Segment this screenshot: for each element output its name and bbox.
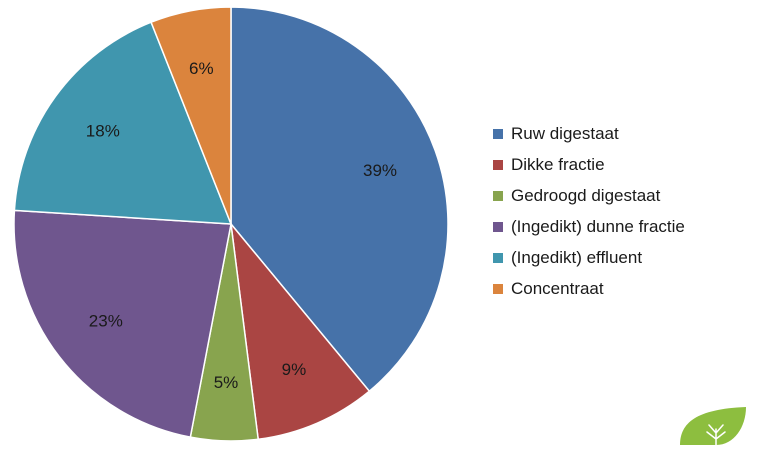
- slices-layer: [13, 6, 449, 442]
- slice-label-5: 6%: [189, 59, 214, 78]
- legend-label-4: (Ingedikt) effluent: [511, 247, 643, 267]
- pie-slice-4: [13, 21, 233, 225]
- pie-slice-1: [229, 221, 371, 441]
- legend: Ruw digestaat Dikke fractie Gedroogd diges…: [493, 118, 685, 304]
- legend-item-0: Ruw digestaat: [493, 118, 685, 149]
- pie-slice-5: [150, 6, 232, 225]
- legend-item-2: Gedroogd digestaat: [493, 180, 685, 211]
- legend-swatch-4: [493, 252, 503, 263]
- slice-label-2: 5%: [214, 373, 239, 392]
- legend-swatch-1: [493, 159, 503, 170]
- leaf-logo-icon: [680, 407, 746, 445]
- legend-label-0: Ruw digestaat: [511, 123, 619, 143]
- slice-label-1: 9%: [282, 360, 307, 379]
- legend-item-4: (Ingedikt) effluent: [493, 242, 685, 273]
- legend-item-3: (Ingedikt) dunne fractie: [493, 211, 685, 242]
- legend-swatch-5: [493, 283, 503, 294]
- pie-slice-0: [230, 6, 449, 393]
- pie-slice-3: [13, 209, 232, 439]
- slice-label-3: 23%: [89, 312, 123, 331]
- slice-label-0: 39%: [363, 161, 397, 180]
- legend-label-5: Concentraat: [511, 278, 604, 298]
- legend-label-1: Dikke fractie: [511, 154, 605, 174]
- legend-item-1: Dikke fractie: [493, 149, 685, 180]
- labels-layer: 39% 9% 5% 23% 18% 6%: [86, 59, 397, 392]
- legend-label-3: (Ingedikt) dunne fractie: [511, 216, 685, 236]
- legend-label-2: Gedroogd digestaat: [511, 185, 661, 205]
- legend-swatch-2: [493, 190, 503, 201]
- legend-swatch-0: [493, 128, 503, 139]
- slice-label-4: 18%: [86, 121, 120, 140]
- legend-item-5: Concentraat: [493, 273, 685, 304]
- legend-swatch-3: [493, 221, 503, 232]
